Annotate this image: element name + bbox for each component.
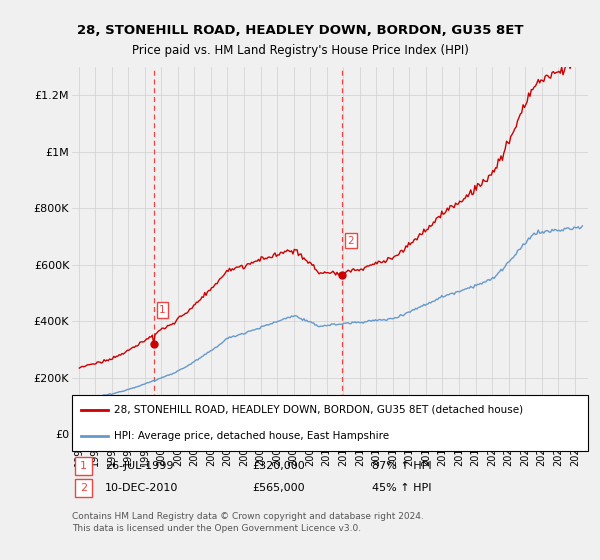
Text: 1: 1 — [159, 305, 166, 315]
Text: 87% ↑ HPI: 87% ↑ HPI — [372, 461, 431, 471]
Text: Price paid vs. HM Land Registry's House Price Index (HPI): Price paid vs. HM Land Registry's House … — [131, 44, 469, 57]
Text: 26-JUL-1999: 26-JUL-1999 — [105, 461, 173, 471]
Text: 2: 2 — [80, 483, 87, 493]
Text: 10-DEC-2010: 10-DEC-2010 — [105, 483, 178, 493]
Text: HPI: Average price, detached house, East Hampshire: HPI: Average price, detached house, East… — [114, 431, 389, 441]
Text: 1: 1 — [80, 461, 87, 471]
Point — [338, 270, 347, 279]
Text: 28, STONEHILL ROAD, HEADLEY DOWN, BORDON, GU35 8ET: 28, STONEHILL ROAD, HEADLEY DOWN, BORDON… — [77, 24, 523, 38]
Text: 28, STONEHILL ROAD, HEADLEY DOWN, BORDON, GU35 8ET (detached house): 28, STONEHILL ROAD, HEADLEY DOWN, BORDON… — [114, 405, 523, 415]
Text: Contains HM Land Registry data © Crown copyright and database right 2024.
This d: Contains HM Land Registry data © Crown c… — [72, 512, 424, 533]
Text: £565,000: £565,000 — [252, 483, 305, 493]
Text: 2: 2 — [347, 236, 354, 246]
Text: £320,000: £320,000 — [252, 461, 305, 471]
Point — [149, 339, 159, 348]
Text: 45% ↑ HPI: 45% ↑ HPI — [372, 483, 431, 493]
